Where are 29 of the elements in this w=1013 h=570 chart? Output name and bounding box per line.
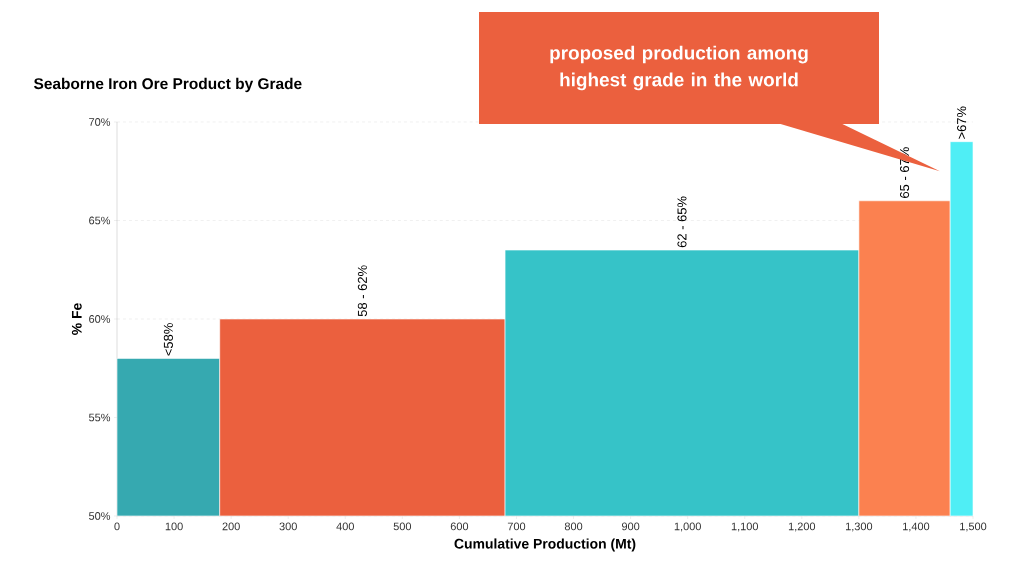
x-tick-label: 1,500 <box>960 522 987 532</box>
y-tick-label: 60% <box>89 315 111 323</box>
x-tick-label: 400 <box>336 522 354 531</box>
x-tick-label: 1,200 <box>788 522 816 532</box>
x-tick-label: 1,300 <box>845 522 873 532</box>
x-tick-label: 1,400 <box>903 522 930 532</box>
x-tick-label: 500 <box>393 522 412 531</box>
y-tick-label: 70% <box>89 118 111 126</box>
x-tick-label: 200 <box>222 522 240 531</box>
x-tick-label: 0 <box>114 522 120 531</box>
x-tick-label: 300 <box>279 522 297 531</box>
text: proposed production among highest grade in the world <box>550 45 808 91</box>
x-tick-label: 900 <box>621 522 640 531</box>
annotation: >67% <box>957 106 967 139</box>
x-axis-title: Cumulative Production (Mt) <box>454 538 636 552</box>
x-tick-label: 600 <box>450 522 469 531</box>
x-tick-label: 100 <box>165 522 183 531</box>
x-tick-label: 700 <box>507 522 526 531</box>
annotation: 62 - 65% <box>677 196 687 248</box>
x-tick-label: 800 <box>564 522 583 531</box>
y-tick-label: 50% <box>88 512 111 520</box>
x-tick-label: 1,000 <box>674 522 701 532</box>
y-tick-label: 55% <box>88 413 111 422</box>
x-tick-label: 1,100 <box>731 522 759 532</box>
chart-title: Seaborne Iron Ore Product by Grade <box>33 77 302 93</box>
annotation: 58 - 62% <box>357 265 367 317</box>
y-axis-title: % Fe <box>71 303 82 335</box>
y-tick-label: 65% <box>89 216 111 225</box>
annotation: <58% <box>163 323 173 356</box>
